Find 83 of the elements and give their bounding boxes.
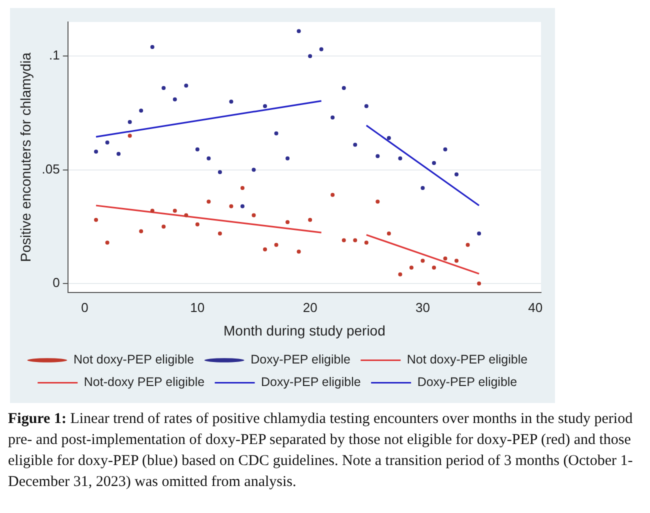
- point: [308, 218, 312, 222]
- point: [128, 134, 132, 138]
- point: [274, 131, 278, 136]
- point: [353, 238, 358, 242]
- point: [94, 218, 98, 222]
- y-axis-title: Positive enconuters for chlamydia: [17, 52, 34, 262]
- legend-label: Not-doxy PEP eligible: [84, 375, 205, 390]
- point: [296, 29, 301, 34]
- point: [162, 86, 166, 90]
- point: [105, 240, 110, 245]
- point: [477, 231, 482, 236]
- point: [409, 266, 414, 270]
- point: [443, 256, 448, 260]
- point: [252, 168, 256, 172]
- y-tick-label: 0: [52, 275, 60, 290]
- point: [398, 156, 402, 160]
- point: [195, 147, 200, 152]
- point: [263, 247, 268, 252]
- point: [139, 229, 144, 234]
- point: [240, 204, 244, 208]
- point: [342, 238, 346, 242]
- point: [184, 213, 188, 218]
- point: [398, 272, 402, 276]
- point: [229, 204, 234, 208]
- legend-label: Doxy-PEP eligible: [250, 352, 350, 367]
- legend-label: Not doxy-PEP eligible: [73, 352, 194, 367]
- point: [376, 154, 380, 158]
- x-tick-label: 10: [190, 300, 205, 315]
- point: [454, 172, 459, 176]
- point: [376, 200, 380, 204]
- point: [364, 240, 368, 245]
- point: [386, 136, 391, 140]
- point: [286, 156, 290, 160]
- point: [308, 54, 312, 58]
- legend-label: Not doxy-PEP eligible: [406, 352, 528, 367]
- x-tick-label: 30: [415, 300, 430, 315]
- point: [443, 147, 448, 152]
- point: [94, 150, 98, 154]
- point: [195, 222, 200, 226]
- point: [218, 231, 222, 236]
- point: [330, 116, 335, 120]
- point: [432, 160, 436, 165]
- point: [128, 120, 132, 124]
- x-tick-label: 0: [81, 300, 88, 315]
- point: [184, 84, 188, 88]
- point: [206, 200, 211, 204]
- point: [116, 152, 121, 156]
- point: [162, 224, 166, 229]
- point: [150, 45, 154, 50]
- point: [172, 208, 177, 213]
- point: [218, 170, 222, 174]
- point: [364, 104, 368, 108]
- x-axis-title: Month during study period: [224, 322, 386, 338]
- point: [477, 282, 482, 286]
- point: [150, 208, 154, 213]
- legend-label: Doxy-PEP eligible: [261, 375, 361, 390]
- point: [286, 220, 290, 224]
- point: [296, 250, 301, 254]
- y-tick-label: .1: [49, 48, 60, 63]
- point: [420, 186, 425, 190]
- point: [342, 86, 346, 90]
- point: [229, 100, 234, 104]
- point: [330, 192, 335, 197]
- point: [466, 242, 470, 247]
- point: [105, 140, 110, 145]
- point: [274, 242, 278, 247]
- point: [454, 258, 459, 263]
- point: [240, 186, 244, 190]
- point: [252, 213, 256, 218]
- point: [319, 47, 324, 52]
- point: [263, 104, 268, 108]
- x-tick-label: 20: [302, 300, 318, 315]
- point: [420, 258, 425, 263]
- y-tick-label: .05: [42, 161, 60, 176]
- point: [432, 266, 436, 270]
- point: [172, 97, 177, 102]
- point: [139, 108, 144, 113]
- point: [206, 156, 211, 160]
- point: [353, 142, 358, 147]
- x-tick-label: 40: [528, 300, 543, 315]
- legend-label: Doxy-PEP eligible: [417, 375, 518, 390]
- caption: Figure 1: Linear trend of rates of positive chlamydia testing encounters over months in the study period pre- and post-implementation of doxy-PEP separated by those not eligible for doxy-PEP (red) and those eligible for doxy-PEP (blue) based on CDC guidelines. Note a transition period of 3 months (October 1-December 31, 2023) was omitted from analysis.: [8, 411, 633, 490]
- point: [386, 231, 391, 236]
